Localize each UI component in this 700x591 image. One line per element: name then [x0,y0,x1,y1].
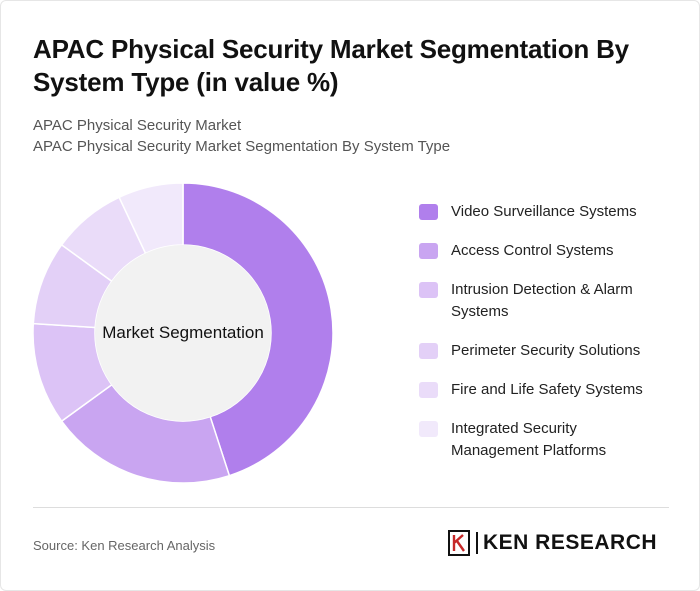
legend-item-5: Fire and Life Safety Systems [419,379,661,401]
subtitle-line-2: APAC Physical Security Market Segmentati… [33,138,451,155]
donut-hole [95,245,271,421]
legend-swatch [419,382,438,398]
logo-separator [476,532,478,554]
ken-research-logo: KEN RESEARCH [448,530,657,556]
chart-subtitle: APAC Physical Security Market APAC Physi… [33,115,673,157]
ken-research-logo-icon [448,530,470,556]
legend-item-2: Access Control Systems [419,240,661,262]
legend-swatch [419,243,438,259]
legend-item-4: Perimeter Security Solutions [419,340,661,362]
legend-label: Integrated Security Management Platforms [451,420,607,459]
legend-item-1: Video Surveillance Systems [419,201,661,223]
source-note: Source: Ken Research Analysis [33,538,216,553]
legend-label: Video Surveillance Systems [451,203,637,220]
legend-item-3: Intrusion Detection & Alarm Systems [419,279,661,323]
legend-label: Perimeter Security Solutions [451,342,641,359]
donut-chart: Market Segmentation [31,181,335,485]
legend-item-6: Integrated Security Management Platforms [419,418,661,462]
legend-label: Access Control Systems [451,242,614,259]
donut-slice-6 [118,182,184,255]
subtitle-line-1: APAC Physical Security Market [33,117,242,134]
legend-swatch [419,204,438,220]
legend-swatch [419,282,438,298]
legend-label: Intrusion Detection & Alarm Systems [451,281,633,320]
legend-swatch [419,343,438,359]
logo-text: KEN RESEARCH [483,531,658,554]
footer-divider [33,507,669,508]
legend-label: Fire and Life Safety Systems [451,381,643,398]
legend-swatch [419,421,438,437]
chart-title: APAC Physical Security Market Segmentati… [33,34,629,97]
donut-svg [32,182,334,484]
